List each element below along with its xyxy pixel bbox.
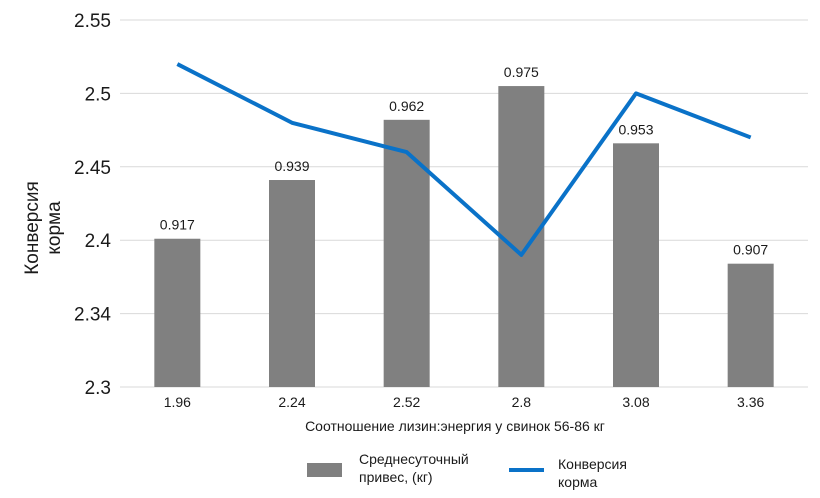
x-axis-label: Соотношение лизин:энергия у свинок 56-86… [305,418,605,434]
line-path [176,62,752,257]
y-axis-label-line-2: корма [44,201,65,255]
bar-data-labels: 0.917 0.939 0.962 0.975 0.953 0.907 [160,64,769,258]
y-tick-label: 2.45 [74,158,111,179]
y-axis-label-line-1: Конверсия [22,181,43,275]
bar [498,86,545,387]
x-tick-label: 2.52 [393,394,420,410]
legend-label-bars-line-1: Среднесуточный [359,451,469,467]
x-axis-ticks: 1.96 2.24 2.52 2.8 3.08 3.36 [164,394,765,410]
x-tick-label: 2.24 [278,394,305,410]
y-tick-label: 2.5 [85,84,111,105]
bar [613,143,659,387]
bar-data-label: 0.917 [160,217,195,233]
x-tick-label: 3.36 [737,394,764,410]
bar [383,119,430,387]
legend-label-line-line-2: корма [558,474,597,490]
y-tick-label: 2.55 [74,11,111,32]
y-tick-label: 2.3 [85,378,111,399]
y-tick-label: 2.34 [74,305,111,326]
bar [727,263,774,387]
legend-label-line-line-1: Конверсия [558,456,627,472]
y-axis-ticks: 2.3 2.34 2.4 2.45 2.5 2.55 [74,11,111,399]
legend-swatch-bars [307,463,342,477]
bar [269,180,315,387]
bar-data-label: 0.953 [618,121,653,137]
y-axis-label: Конверсия корма [22,181,65,275]
bar-data-label: 0.962 [389,98,424,114]
bar-data-label: 0.975 [504,64,539,80]
legend: Среднесуточный привес, (кг) Конверсия ко… [307,451,627,490]
y-tick-label: 2.4 [85,231,112,252]
x-tick-label: 1.96 [164,394,191,410]
x-tick-label: 2.8 [512,394,532,410]
bar [154,238,201,387]
x-tick-label: 3.08 [622,394,649,410]
line-series [176,62,752,257]
bar-series [154,86,774,387]
legend-label-bars-line-2: привес, (кг) [359,469,433,485]
bar-data-label: 0.939 [274,158,309,174]
bar-data-label: 0.907 [733,242,768,258]
